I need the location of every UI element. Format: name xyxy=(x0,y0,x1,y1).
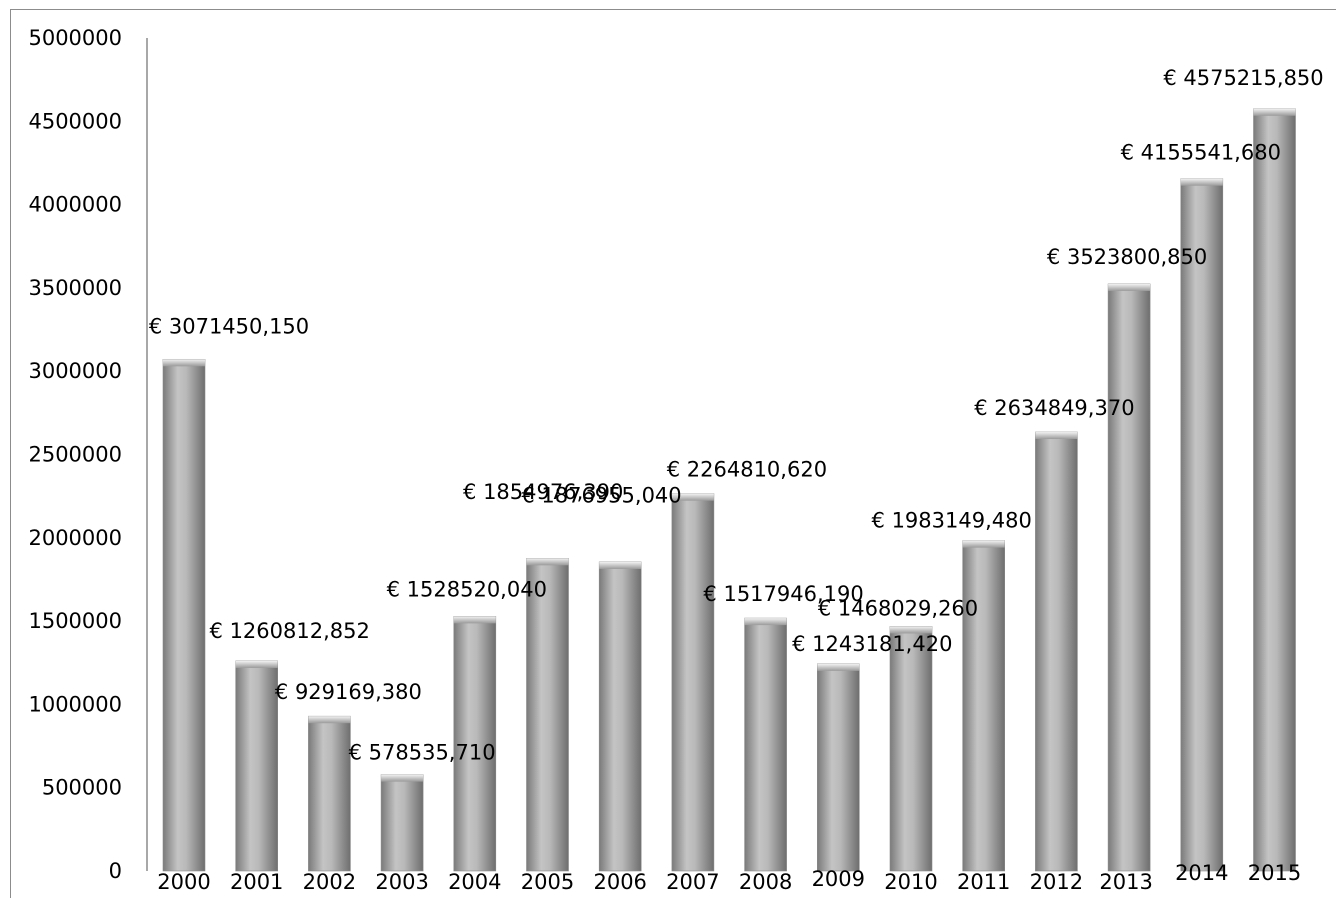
y-tick-label: 1000000 xyxy=(28,692,122,716)
bar-body xyxy=(1035,431,1078,872)
bar-cap xyxy=(1035,432,1078,440)
bar xyxy=(526,557,569,872)
data-label: € 1243181,420 xyxy=(792,632,952,656)
data-labels: € 3071450,150 € 1260812,852 € 929169,380 € … xyxy=(149,66,1324,765)
bar xyxy=(235,660,278,872)
bar-body xyxy=(1180,178,1224,872)
bar-cap xyxy=(890,626,932,634)
y-tick-label: 1500000 xyxy=(28,609,122,633)
bar-cap xyxy=(744,618,787,626)
bar-body xyxy=(598,561,642,872)
x-tick-label: 2001 xyxy=(230,870,283,894)
bar-body xyxy=(744,617,787,872)
y-tick-label: 3500000 xyxy=(28,276,122,300)
x-tick-label: 2012 xyxy=(1030,870,1083,894)
x-tick-label: 2000 xyxy=(157,870,210,894)
y-tick-label: 0 xyxy=(109,859,122,883)
bars xyxy=(162,108,1296,872)
data-label: € 1260812,852 xyxy=(210,619,370,643)
bar-body xyxy=(162,358,206,872)
x-tick-label: 2009 xyxy=(812,867,865,891)
data-label: € 2264810,620 xyxy=(667,458,827,482)
data-label: € 1468029,260 xyxy=(818,596,978,620)
data-label: € 1517946,190 xyxy=(703,582,863,606)
data-label: € 1983149,480 xyxy=(872,509,1032,533)
bar xyxy=(308,715,351,872)
x-tick-label: 2008 xyxy=(739,870,792,894)
x-tick-labels: 2000 2001 2002 2003 2004 2005 2006 2007 2008 2009… xyxy=(157,861,1301,894)
y-tick-label: 500000 xyxy=(42,776,122,800)
bar xyxy=(162,358,206,872)
bar-body xyxy=(308,715,351,872)
x-tick-label: 2007 xyxy=(666,870,719,894)
bar xyxy=(453,616,497,872)
bar xyxy=(598,561,642,872)
y-tick-labels: 0 500000 1000000 1500000 2000000 2500000 30000… xyxy=(28,26,122,883)
x-tick-label: 2004 xyxy=(448,870,501,894)
bar xyxy=(1253,108,1296,872)
x-tick-label: 2011 xyxy=(957,870,1010,894)
x-tick-label: 2002 xyxy=(303,870,356,894)
x-tick-label: 2003 xyxy=(375,870,428,894)
bar-cap xyxy=(381,774,424,782)
data-label: € 1854976,390 xyxy=(463,480,623,504)
bar-cap xyxy=(163,359,205,367)
bar-body xyxy=(816,663,860,872)
chart-frame xyxy=(10,9,1336,898)
data-label: € 2634849,370 xyxy=(974,396,1134,420)
y-tick-label: 2000000 xyxy=(28,526,122,550)
bar xyxy=(671,493,715,872)
bar xyxy=(889,626,933,872)
data-label: € 4155541,680 xyxy=(1121,141,1281,165)
y-tick-label: 2500000 xyxy=(28,443,122,467)
y-tick-label: 4500000 xyxy=(28,109,122,133)
data-label: € 1528520,040 xyxy=(387,577,547,601)
bar-cap xyxy=(1253,108,1296,116)
bar xyxy=(1107,283,1151,872)
bar xyxy=(962,540,1006,872)
x-tick-label: 2006 xyxy=(593,870,646,894)
data-label: € 4575215,850 xyxy=(1163,66,1323,90)
bar xyxy=(1035,431,1078,872)
bar-cap xyxy=(1108,283,1151,291)
bar-body xyxy=(1253,108,1296,872)
bar-cap xyxy=(235,660,278,668)
bar-body xyxy=(1107,283,1151,872)
x-tick-label: 2005 xyxy=(521,870,574,894)
bar-cap xyxy=(599,561,642,569)
y-tick-label: 4000000 xyxy=(28,193,122,217)
bar-cap xyxy=(1180,178,1223,186)
data-label: € 929169,380 xyxy=(275,680,422,704)
x-tick-label: 2013 xyxy=(1099,870,1152,894)
y-tick-label: 5000000 xyxy=(28,26,122,50)
data-label: € 578535,710 xyxy=(349,741,496,765)
y-tick-label: 3000000 xyxy=(28,359,122,383)
bar-cap xyxy=(671,493,714,501)
x-tick-label: 2010 xyxy=(884,870,937,894)
bar-cap xyxy=(308,716,351,724)
bar xyxy=(380,774,424,872)
bar-cap xyxy=(526,558,569,566)
bar xyxy=(816,663,860,872)
bar-cap xyxy=(817,663,860,671)
bar-body xyxy=(235,660,278,872)
bar xyxy=(744,617,787,872)
x-tick-label: 2014 xyxy=(1175,861,1228,885)
data-label: € 3071450,150 xyxy=(149,314,309,338)
bar-body xyxy=(962,540,1006,872)
bar-body xyxy=(671,493,715,872)
bar-body xyxy=(380,774,424,872)
x-tick-label: 2015 xyxy=(1248,861,1301,885)
bar-body xyxy=(889,626,933,872)
bar-cap xyxy=(453,616,496,624)
bar-body xyxy=(526,557,569,872)
bar-body xyxy=(453,616,497,872)
data-label: € 1876955,040 xyxy=(521,483,681,507)
data-label: € 3523800,850 xyxy=(1047,245,1207,269)
bar-cap xyxy=(962,540,1005,548)
bar xyxy=(1180,178,1224,872)
